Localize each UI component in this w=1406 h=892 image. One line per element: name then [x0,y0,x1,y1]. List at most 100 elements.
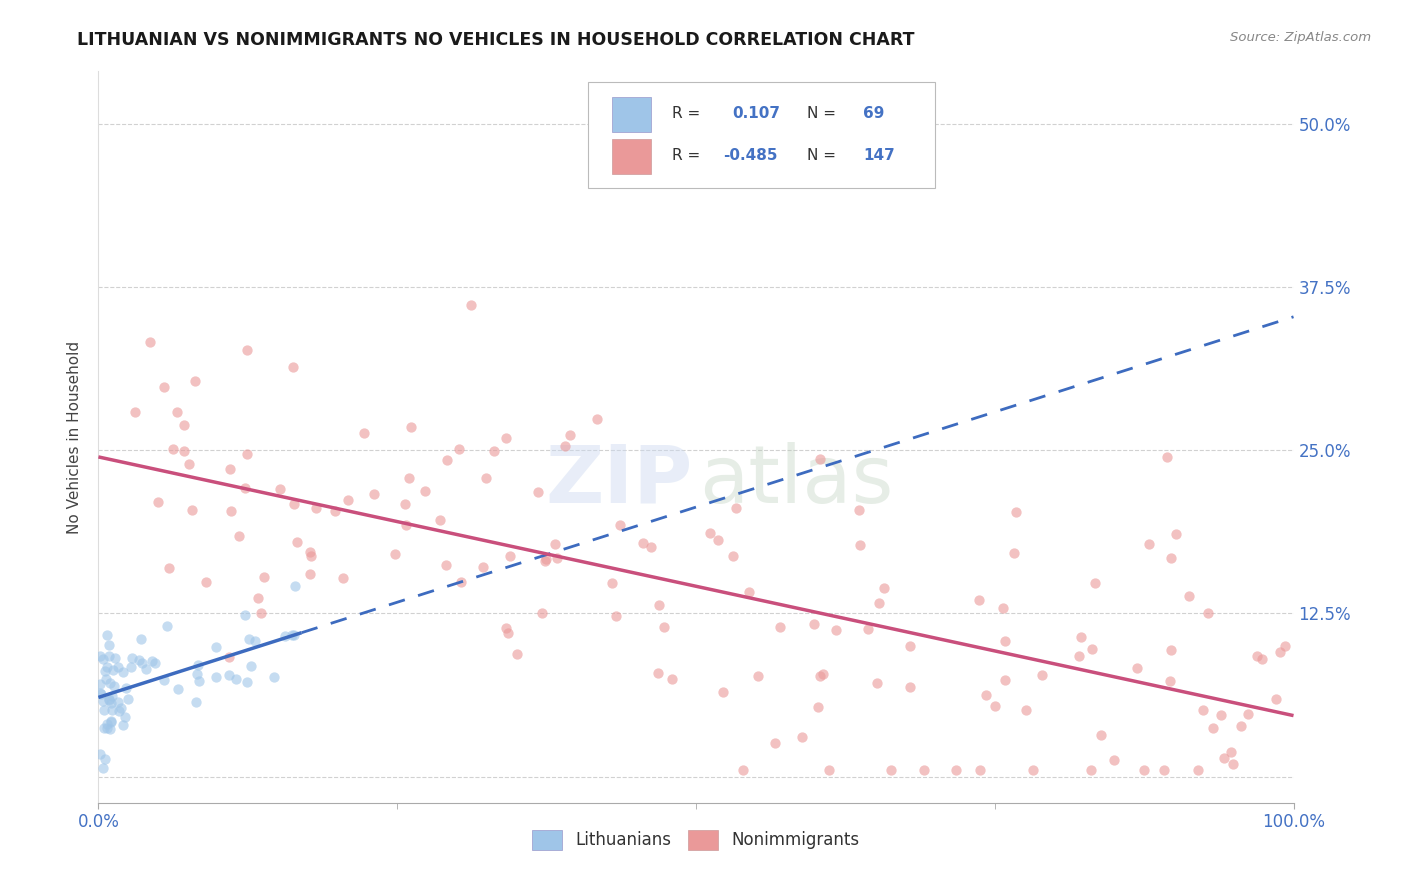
Point [121,651,143,665]
Point [792,731,814,745]
Point [1265,692,1288,706]
Point [298,544,321,558]
Point [233,481,256,495]
Point [450,574,472,589]
Point [120,660,142,674]
Point [399,419,422,434]
Point [1270,645,1292,659]
Point [429,512,451,526]
Point [991,601,1014,615]
Point [1005,505,1028,519]
Point [100,714,122,728]
Point [98,676,121,690]
Point [1156,450,1178,464]
Point [205,670,228,684]
Point [1022,763,1045,777]
Point [600,575,623,590]
Point [706,533,728,547]
Point [225,672,247,686]
Point [263,670,285,684]
Point [90,688,112,702]
Point [240,658,263,673]
Point [100,714,122,729]
Point [219,461,242,475]
Point [898,680,921,694]
Point [112,665,135,680]
Point [1067,649,1090,664]
Point [1230,719,1253,733]
Point [157,561,180,575]
Point [1070,630,1092,644]
Point [721,549,744,563]
Point [1222,756,1244,771]
Point [609,518,631,533]
Point [336,493,359,508]
Point [228,529,250,543]
Point [98,648,121,663]
Point [183,374,205,388]
Point [1197,606,1219,620]
Point [1090,728,1112,742]
Point [868,596,890,610]
Point [218,667,240,681]
Point [384,547,406,561]
Bar [613,138,651,174]
Point [808,669,831,683]
Point [475,471,498,485]
Point [298,566,321,581]
Point [969,763,991,777]
Point [733,763,755,777]
Point [252,570,274,584]
Text: 147: 147 [863,148,896,163]
Text: Source: ZipAtlas.com: Source: ZipAtlas.com [1230,31,1371,45]
Point [94,752,117,766]
Point [181,503,204,517]
Point [1126,661,1149,675]
Point [1160,551,1182,566]
Point [128,653,150,667]
Point [89,649,111,664]
Point [93,664,115,678]
Point [218,650,240,665]
Point [534,551,557,566]
Point [1084,575,1107,590]
Point [848,502,870,516]
Point [967,593,990,607]
Point [304,500,326,515]
Legend: Lithuanians, Nonimmigrants: Lithuanians, Nonimmigrants [526,823,866,856]
Point [1031,668,1053,682]
Point [1159,673,1181,688]
Point [499,549,522,564]
Point [449,442,471,456]
Point [806,700,828,714]
Text: R =: R = [672,106,700,121]
Point [323,504,346,518]
Point [98,638,121,652]
Point [283,628,305,642]
Point [1081,642,1104,657]
Point [994,673,1017,688]
Point [146,494,169,508]
Point [280,628,302,642]
Point [530,606,553,620]
Point [413,484,436,499]
Point [605,609,627,624]
Point [98,692,121,706]
Point [865,676,887,690]
Point [873,581,896,595]
Point [96,721,118,735]
Point [546,551,568,566]
Point [114,710,136,724]
Point [156,619,179,633]
Point [194,575,217,590]
Point [803,616,825,631]
Point [89,677,111,691]
Point [143,657,166,671]
Point [284,579,307,593]
Text: 69: 69 [863,106,884,121]
Point [186,694,208,708]
Point [91,761,114,775]
Point [246,591,269,606]
Point [91,694,114,708]
Point [648,598,671,612]
